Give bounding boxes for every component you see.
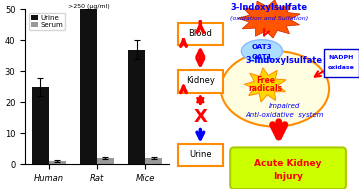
Text: Injury: Injury [273, 172, 303, 181]
Text: Kidney: Kidney [186, 76, 215, 85]
Text: 3-Indoxylsulfate: 3-Indoxylsulfate [231, 3, 308, 12]
FancyBboxPatch shape [178, 23, 223, 45]
Text: >250 (μg/ml): >250 (μg/ml) [67, 5, 109, 9]
FancyBboxPatch shape [323, 49, 359, 77]
FancyBboxPatch shape [230, 147, 346, 189]
Text: Free: Free [256, 76, 275, 85]
Text: X: X [194, 108, 207, 126]
Polygon shape [244, 68, 286, 102]
Text: Urine: Urine [189, 150, 212, 159]
Text: 3-Indoxylsulfate: 3-Indoxylsulfate [246, 56, 323, 65]
Ellipse shape [221, 51, 329, 127]
Text: Anti-oxidative  system: Anti-oxidative system [245, 112, 323, 118]
Polygon shape [238, 0, 300, 38]
Text: NADPH: NADPH [328, 55, 354, 60]
Bar [80, 9, 97, 164]
Bar [48, 161, 65, 164]
Ellipse shape [241, 40, 283, 62]
Text: Impaired: Impaired [269, 103, 300, 109]
FancyBboxPatch shape [178, 70, 223, 93]
FancyBboxPatch shape [178, 144, 223, 166]
Text: Blood: Blood [188, 29, 212, 38]
Bar [129, 50, 145, 164]
Text: radicals: radicals [248, 84, 283, 93]
Bar [97, 158, 114, 164]
Text: OAT3: OAT3 [252, 44, 272, 50]
Text: (oxidation and Sulfation): (oxidation and Sulfation) [230, 16, 308, 21]
Text: Acute Kidney: Acute Kidney [254, 159, 322, 168]
Legend: Urine, Serum: Urine, Serum [29, 13, 65, 30]
Text: OAT1: OAT1 [252, 54, 272, 60]
Text: oxidase: oxidase [328, 65, 355, 70]
Bar [145, 158, 162, 164]
Bar [32, 87, 48, 164]
